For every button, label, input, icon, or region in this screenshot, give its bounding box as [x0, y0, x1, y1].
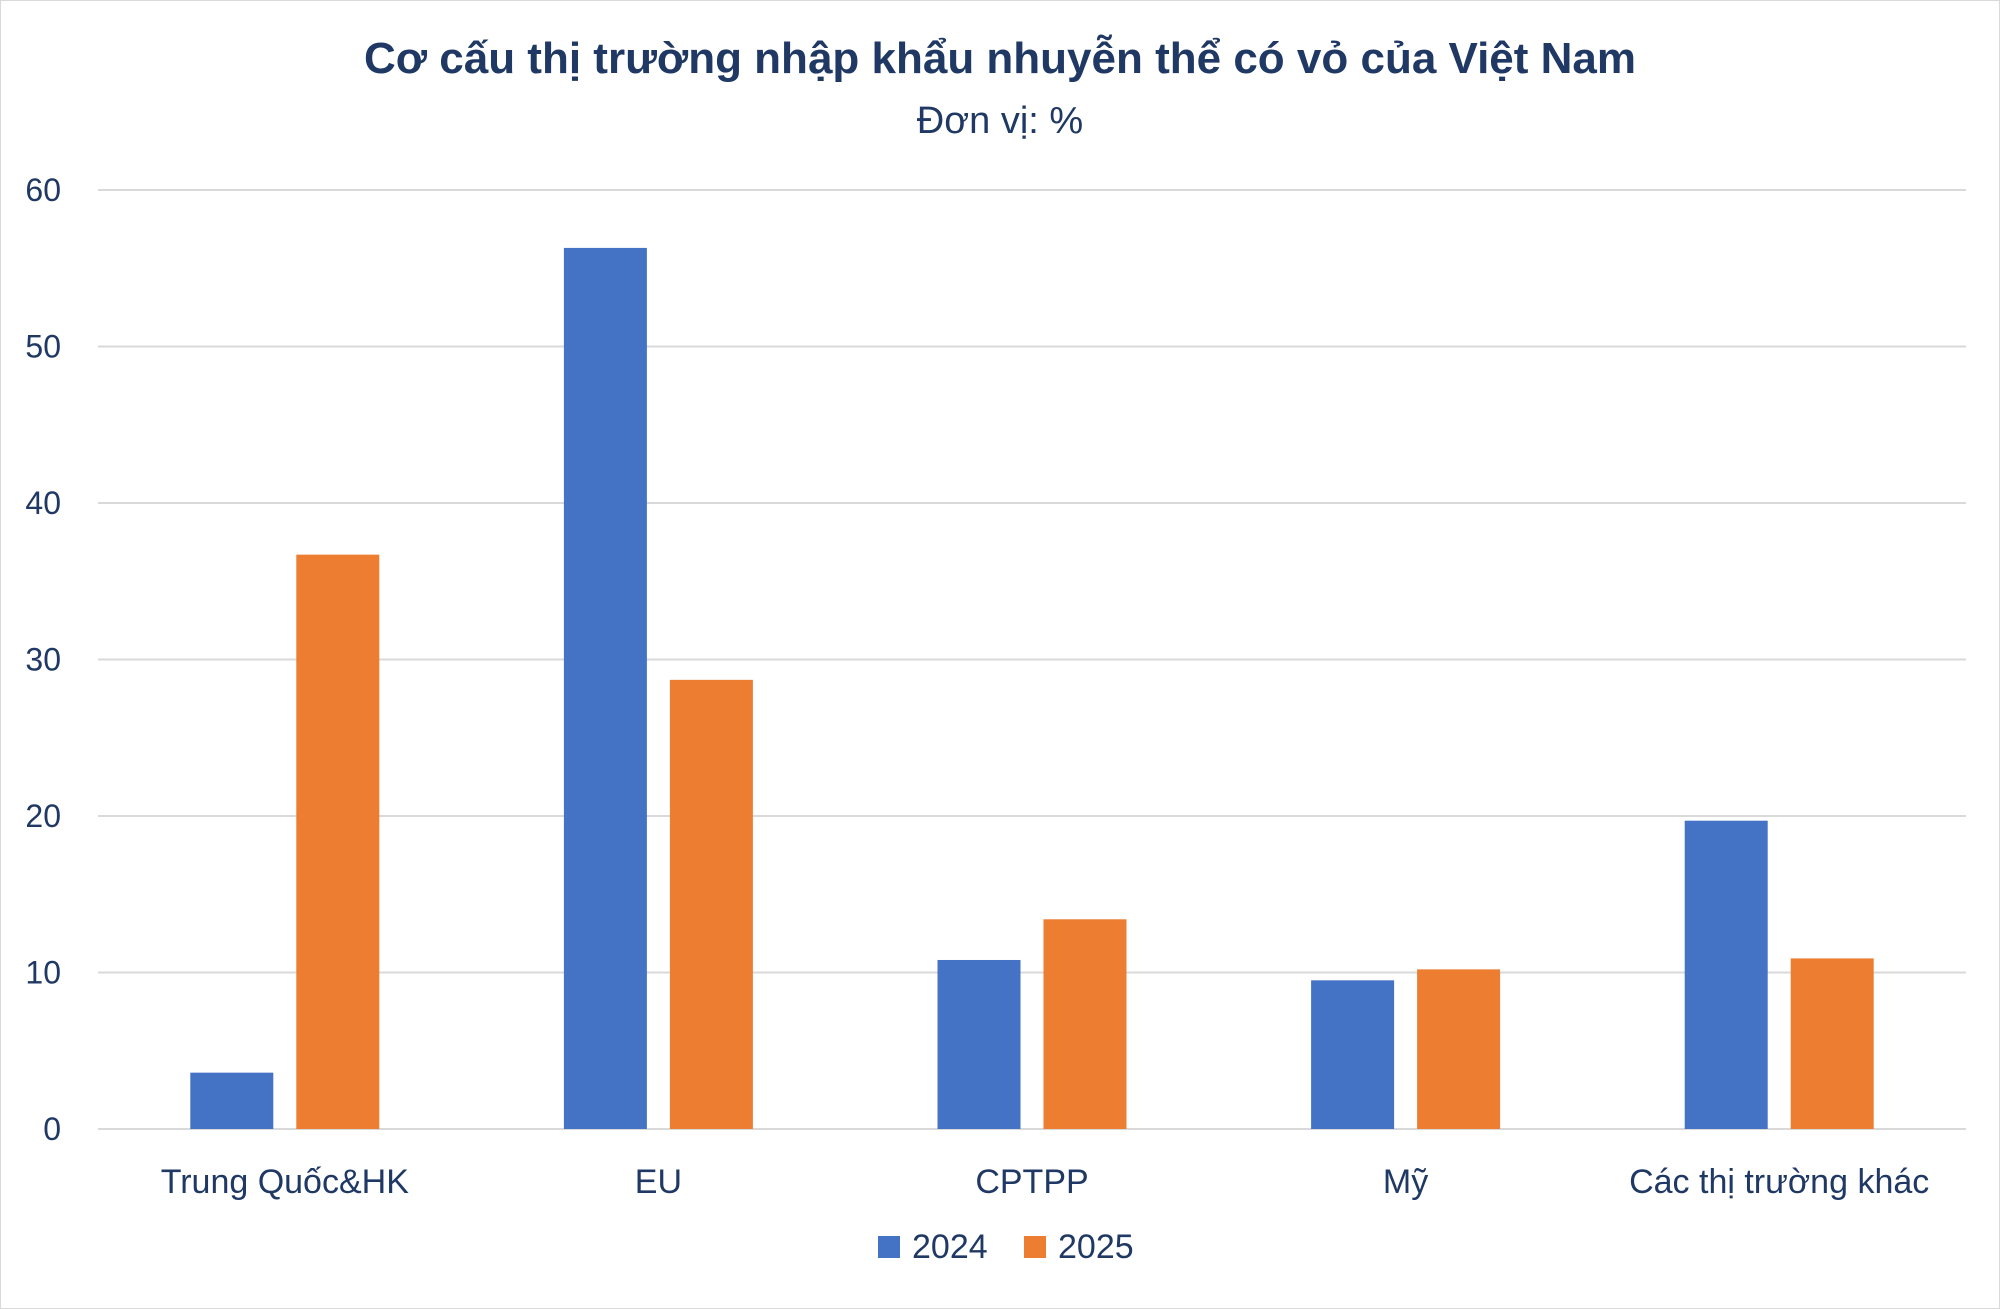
x-category-label: CPTPP — [975, 1163, 1088, 1201]
bar-2024-4 — [1684, 820, 1768, 1129]
legend-swatch-2025 — [1024, 1236, 1046, 1258]
bar-2024-3 — [1311, 980, 1395, 1129]
bar-2025-2 — [1043, 919, 1127, 1129]
legend-label: 2025 — [1058, 1228, 1134, 1266]
y-axis-ticks: 0 10 20 30 40 50 60 — [25, 172, 61, 1147]
y-tick-label: 0 — [43, 1111, 61, 1147]
y-tick-label: 10 — [25, 955, 61, 991]
legend: 2024 2025 — [878, 1228, 1134, 1266]
bar-2024-1 — [563, 247, 647, 1129]
bar-2024-2 — [937, 959, 1021, 1129]
bar-2024-0 — [190, 1072, 274, 1129]
bars — [190, 247, 1874, 1129]
y-tick-label: 60 — [25, 172, 61, 208]
bar-2025-4 — [1790, 958, 1874, 1129]
x-category-label: Trung Quốc&HK — [161, 1163, 409, 1201]
chart-title: Cơ cấu thị trường nhập khẩu nhuyễn thể c… — [364, 33, 1636, 83]
legend-swatch-2024 — [878, 1236, 900, 1258]
y-tick-label: 30 — [25, 642, 61, 678]
y-tick-label: 40 — [25, 485, 61, 521]
bar-2025-0 — [296, 554, 380, 1129]
x-axis-labels: Trung Quốc&HK EU CPTPP Mỹ Các thị trường khá… — [161, 1163, 1930, 1201]
chart-subtitle: Đơn vị: % — [917, 100, 1083, 142]
x-category-label: Mỹ — [1383, 1163, 1428, 1201]
bar-2025-3 — [1417, 969, 1501, 1129]
legend-label: 2024 — [912, 1228, 988, 1266]
bar-2025-1 — [669, 679, 753, 1129]
y-tick-label: 50 — [25, 329, 61, 365]
gridlines — [98, 189, 1966, 1130]
x-category-label: Các thị trường khác — [1629, 1163, 1929, 1201]
x-category-label: EU — [635, 1163, 682, 1201]
y-tick-label: 20 — [25, 798, 61, 834]
